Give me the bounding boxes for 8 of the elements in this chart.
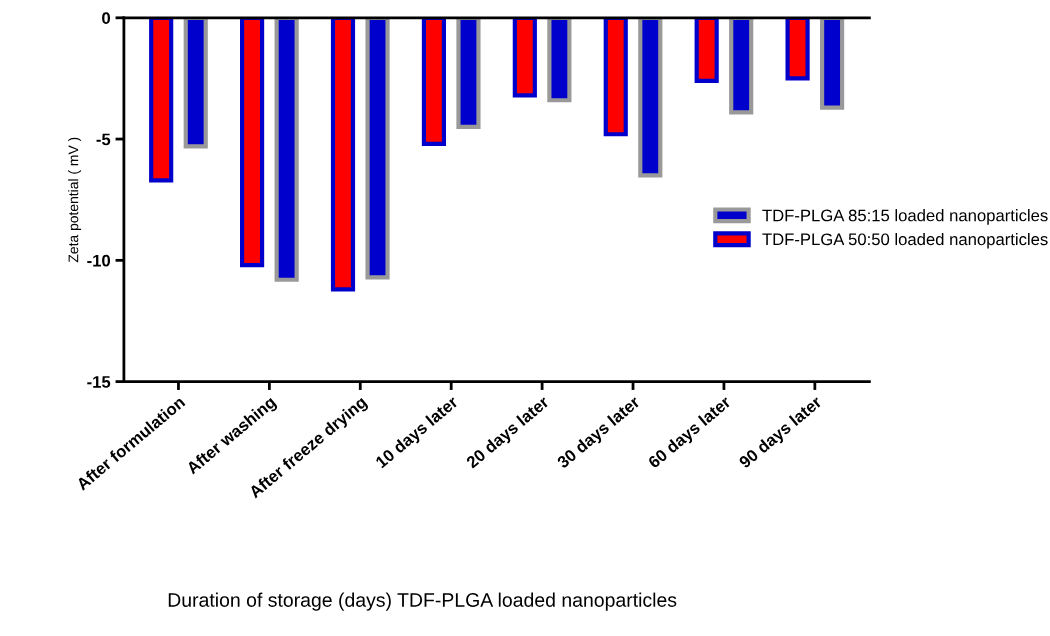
y-tick-label: 0 bbox=[102, 12, 111, 25]
legend-label: TDF-PLGA 85:15 loaded nanoparticles bbox=[762, 209, 1048, 225]
x-axis-title: Duration of storage (days) TDF-PLGA loaded nanoparticles bbox=[168, 592, 677, 611]
legend-label: TDF-PLGA 50:50 loaded nanoparticles bbox=[762, 232, 1048, 249]
y-tick-label: -10 bbox=[87, 254, 111, 267]
y-tick-label: -5 bbox=[96, 133, 111, 146]
y-axis-title: Zeta potential ( mV ) bbox=[68, 137, 82, 263]
y-tick-label: -15 bbox=[87, 376, 111, 388]
